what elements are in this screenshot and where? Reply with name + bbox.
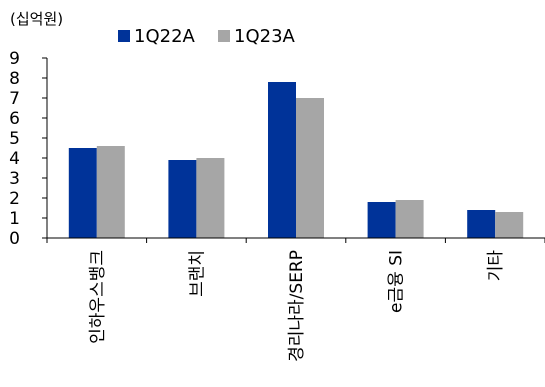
bar — [68, 148, 97, 238]
x-category-label: 브랜치 — [187, 250, 207, 297]
y-tick-label: 7 — [9, 89, 20, 109]
unit-label: (십억원) — [10, 10, 63, 28]
x-category-label: 기타 — [486, 250, 506, 282]
legend-label: 1Q22A — [134, 26, 196, 47]
y-tick-label: 2 — [9, 189, 20, 209]
bars — [68, 82, 524, 238]
x-category-label: 인하우스뱅크 — [88, 250, 108, 344]
y-tick-label: 4 — [9, 149, 20, 169]
y-tick-label: 3 — [9, 169, 20, 189]
bar — [395, 200, 424, 238]
legend-label: 1Q23A — [234, 26, 296, 47]
x-category-label: 경리나라/SERP — [287, 250, 307, 362]
y-tick-label: 5 — [9, 129, 20, 149]
legend-swatch — [218, 30, 230, 42]
bar — [495, 212, 524, 238]
bar — [268, 82, 296, 238]
bar — [196, 158, 225, 238]
y-tick-label: 8 — [9, 69, 20, 89]
x-axis: 인하우스뱅크 브랜치 경리나라/SERP e금융 SI 기타 — [46, 237, 545, 362]
y-tick-label: 9 — [9, 49, 20, 69]
y-tick-label: 6 — [9, 109, 20, 129]
legend-swatch — [118, 30, 130, 42]
bar — [467, 210, 496, 238]
legend: 1Q22A 1Q23A — [118, 26, 296, 47]
bar — [96, 146, 125, 238]
bar — [168, 160, 197, 238]
bar — [367, 202, 396, 238]
y-tick-label: 0 — [9, 229, 20, 249]
x-category-label: e금융 SI — [387, 250, 407, 313]
bar — [296, 98, 324, 238]
y-tick-label: 1 — [9, 209, 20, 229]
